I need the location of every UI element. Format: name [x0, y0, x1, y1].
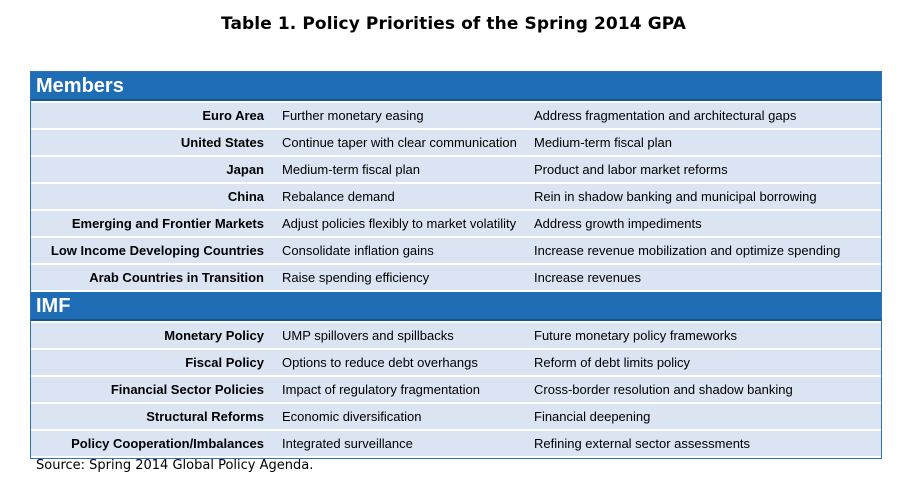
priority-cell: Economic diversification [282, 409, 422, 424]
table-row: Monetary Policy UMP spillovers and spill… [31, 323, 881, 348]
priority-cell: Raise spending efficiency [282, 270, 430, 285]
priority-cell: Medium-term fiscal plan [534, 135, 672, 150]
priority-cell: Increase revenues [534, 270, 641, 285]
table-row: Policy Cooperation/Imbalances Integrated… [31, 431, 881, 456]
priority-cell: UMP spillovers and spillbacks [282, 328, 454, 343]
row-label: Fiscal Policy [185, 355, 264, 370]
priority-cell: Integrated surveillance [282, 436, 413, 451]
priority-cell: Consolidate inflation gains [282, 243, 434, 258]
priority-cell: Financial deepening [534, 409, 651, 424]
policy-table: Members Euro Area Further monetary easin… [30, 71, 882, 459]
priority-cell: Further monetary easing [282, 108, 424, 123]
priority-cell: Cross-border resolution and shadow banki… [534, 382, 793, 397]
priority-cell: Address fragmentation and architectural … [534, 108, 797, 123]
table-row: Euro Area Further monetary easing Addres… [31, 103, 881, 128]
imf-section-header: IMF [31, 292, 881, 321]
table-row: Arab Countries in Transition Raise spend… [31, 265, 881, 290]
priority-cell: Reform of debt limits policy [534, 355, 691, 370]
table-row: Financial Sector Policies Impact of regu… [31, 377, 881, 402]
table-row: China Rebalance demand Rein in shadow ba… [31, 184, 881, 209]
row-label: Low Income Developing Countries [50, 243, 264, 258]
row-label: Japan [226, 162, 264, 177]
source-note: Source: Spring 2014 Global Policy Agenda… [36, 458, 314, 473]
priority-cell: Options to reduce debt overhangs [282, 355, 478, 370]
row-label: Structural Reforms [146, 409, 264, 424]
row-label: United States [180, 135, 264, 150]
priority-cell: Adjust policies flexibly to market volat… [282, 216, 517, 231]
priority-cell: Refining external sector assessments [534, 436, 751, 451]
priority-cell: Product and labor market reforms [534, 162, 728, 177]
priority-cell: Increase revenue mobilization and optimi… [534, 243, 841, 258]
priority-cell: Rebalance demand [282, 189, 395, 204]
table-title: Table 1. Policy Priorities of the Spring… [220, 14, 687, 34]
row-label: Emerging and Frontier Markets [71, 216, 264, 231]
table-row: Emerging and Frontier Markets Adjust pol… [31, 211, 881, 236]
priority-cell: Rein in shadow banking and municipal bor… [534, 189, 817, 204]
priority-cell: Future monetary policy frameworks [534, 328, 738, 343]
table-row: Japan Medium-term fiscal plan Product an… [31, 157, 881, 182]
imf-rows: Monetary Policy UMP spillovers and spill… [31, 323, 881, 456]
priority-cell: Continue taper with clear communication [282, 135, 517, 150]
table-row: United States Continue taper with clear … [31, 130, 881, 155]
table-row: Low Income Developing Countries Consolid… [31, 238, 881, 263]
row-label: Policy Cooperation/Imbalances [71, 436, 264, 451]
members-rows: Euro Area Further monetary easing Addres… [31, 103, 881, 290]
row-label: Monetary Policy [164, 328, 264, 343]
row-label: Euro Area [202, 108, 264, 123]
priority-cell: Address growth impediments [534, 216, 702, 231]
table-row: Structural Reforms Economic diversificat… [31, 404, 881, 429]
table-row: Fiscal Policy Options to reduce debt ove… [31, 350, 881, 375]
row-label: China [227, 189, 264, 204]
priority-cell: Medium-term fiscal plan [282, 162, 420, 177]
row-label: Financial Sector Policies [110, 382, 264, 397]
members-section-header: Members [31, 72, 881, 101]
priority-cell: Impact of regulatory fragmentation [282, 382, 480, 397]
row-label: Arab Countries in Transition [89, 270, 264, 285]
